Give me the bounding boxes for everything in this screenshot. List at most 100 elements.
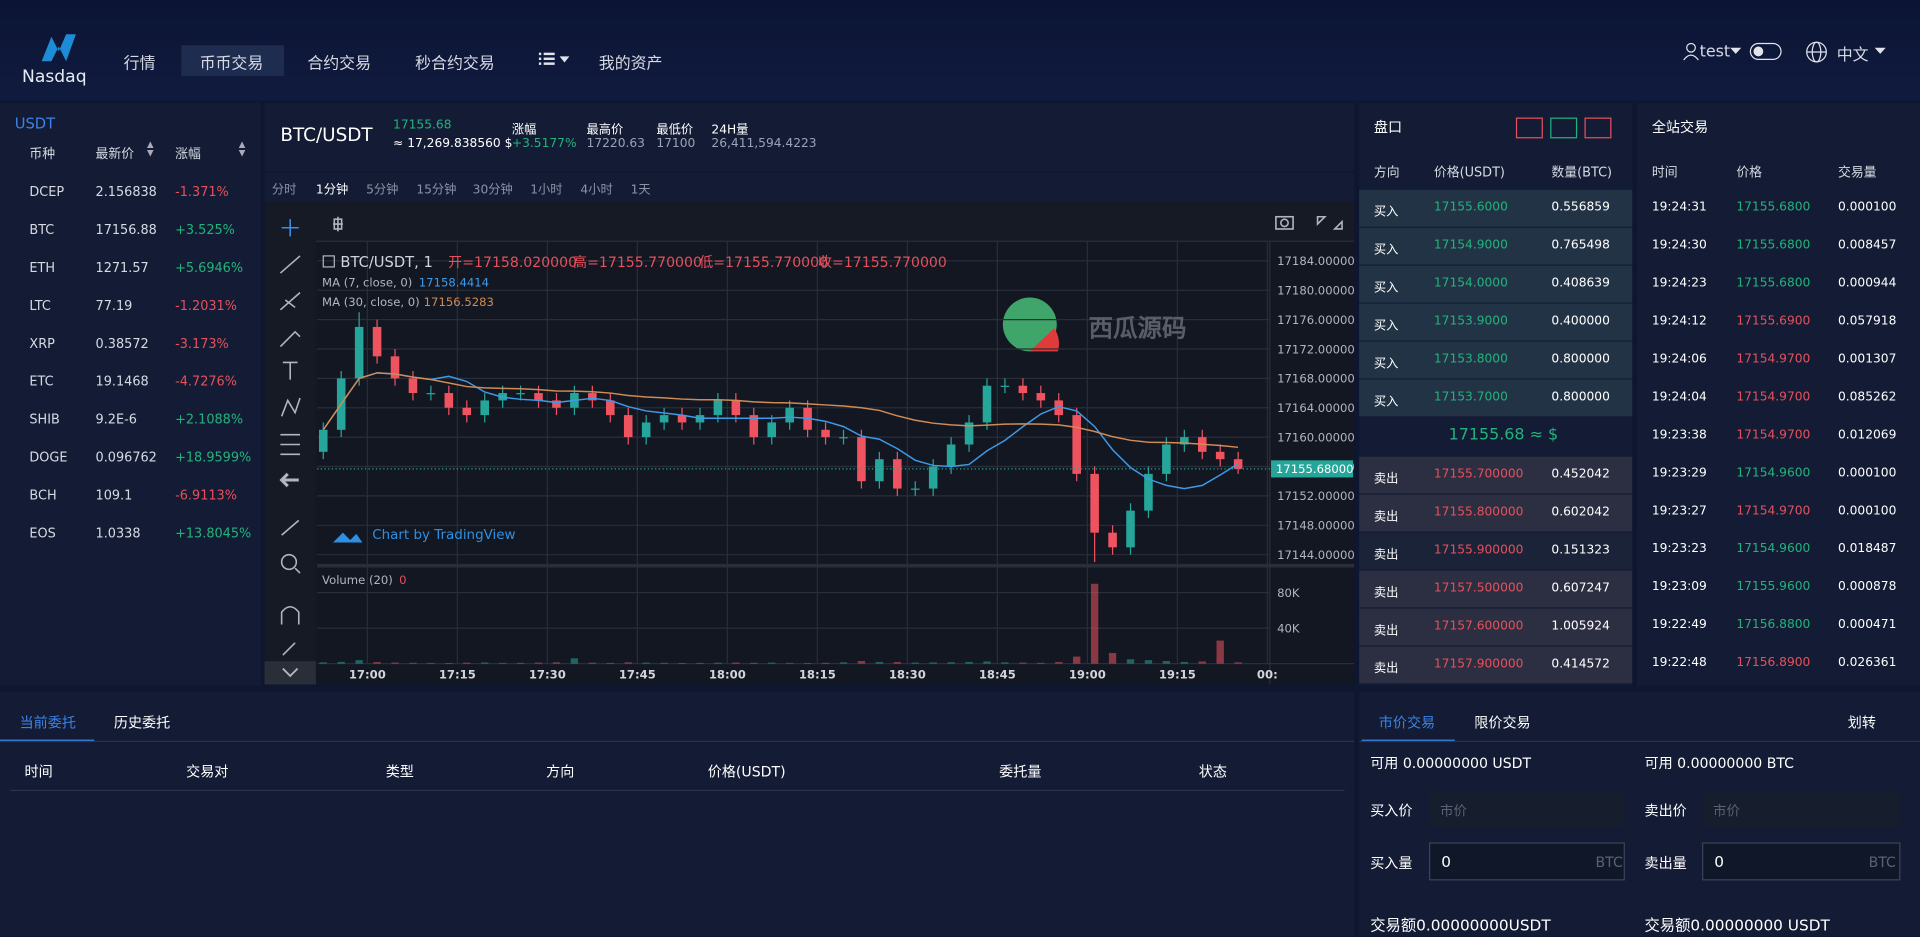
- form-tab[interactable]: 市价交易: [1378, 713, 1436, 732]
- interval[interactable]: 1分钟: [315, 183, 349, 198]
- market-cell[interactable]: -3.173%: [175, 336, 229, 352]
- market-cell[interactable]: XRP: [29, 336, 55, 352]
- order-tab[interactable]: 历史委托: [113, 713, 171, 732]
- bid-cell[interactable]: 0.400000: [1551, 314, 1610, 329]
- bid-cell[interactable]: 17153.7000: [1433, 390, 1508, 405]
- ask-cell[interactable]: 0.602042: [1551, 505, 1610, 520]
- watermark-icon: [1002, 297, 1057, 352]
- market-cell[interactable]: 0.096762: [95, 450, 157, 466]
- bid-cell[interactable]: 0.765498: [1551, 238, 1610, 253]
- interval[interactable]: 4小时: [580, 183, 613, 198]
- user-name[interactable]: test: [1699, 42, 1731, 62]
- nav-item[interactable]: 我的资产: [598, 55, 663, 74]
- bid-cell[interactable]: 买入: [1373, 243, 1399, 258]
- view-toggle[interactable]: [1515, 117, 1543, 139]
- market-cell[interactable]: -6.9113%: [175, 488, 237, 504]
- bid-cell[interactable]: 买入: [1373, 357, 1399, 372]
- sell-price-input[interactable]: [1702, 791, 1901, 828]
- ask-cell[interactable]: 1.005924: [1551, 619, 1610, 634]
- nav-item[interactable]: 行情: [123, 55, 156, 74]
- market-cell[interactable]: 1271.57: [95, 260, 149, 276]
- quote-tab[interactable]: USDT: [14, 115, 56, 133]
- nav-item[interactable]: 合约交易: [307, 55, 372, 74]
- interval[interactable]: 1小时: [530, 183, 563, 198]
- bid-cell[interactable]: 0.800000: [1551, 352, 1610, 367]
- trade-price: 17155.6800: [1736, 200, 1811, 215]
- ask-cell[interactable]: 0.607247: [1551, 581, 1610, 596]
- ask-cell[interactable]: 17157.900000: [1433, 657, 1524, 672]
- market-cell[interactable]: +5.6946%: [175, 260, 244, 276]
- market-cell[interactable]: EOS: [29, 526, 56, 542]
- market-cell[interactable]: BTC: [29, 222, 55, 238]
- bid-cell[interactable]: 17154.9000: [1433, 238, 1508, 253]
- bid-cell[interactable]: 17155.6000: [1433, 200, 1508, 215]
- ask-cell[interactable]: 0.151323: [1551, 543, 1610, 558]
- bid-cell[interactable]: 0.408639: [1551, 276, 1610, 291]
- theme-toggle[interactable]: [1749, 42, 1782, 61]
- ask-cell[interactable]: 卖出: [1373, 662, 1399, 676]
- market-cell[interactable]: -1.371%: [175, 184, 229, 200]
- market-cell[interactable]: +3.525%: [175, 222, 235, 238]
- ask-cell[interactable]: 卖出: [1373, 624, 1399, 638]
- form-tab[interactable]: 限价交易: [1474, 713, 1531, 732]
- bid-cell[interactable]: 17153.9000: [1433, 314, 1508, 329]
- market-cell[interactable]: +13.8045%: [175, 526, 252, 542]
- bid-cell[interactable]: 买入: [1373, 281, 1399, 296]
- bid-cell[interactable]: 买入: [1373, 395, 1399, 409]
- interval[interactable]: 5分钟: [366, 183, 399, 198]
- market-cell[interactable]: 9.2E-6: [95, 412, 137, 428]
- view-toggle[interactable]: [1584, 117, 1612, 139]
- market-cell[interactable]: 17156.88: [95, 222, 157, 238]
- nav-item[interactable]: 币币交易: [199, 55, 264, 74]
- ask-cell[interactable]: 卖出: [1373, 548, 1399, 563]
- market-cell[interactable]: 19.1468: [95, 374, 149, 390]
- ask-cell[interactable]: 17157.500000: [1433, 581, 1524, 596]
- sell-amount-input[interactable]: [1702, 842, 1901, 881]
- bid-cell[interactable]: 17153.8000: [1433, 352, 1508, 367]
- market-cell[interactable]: +2.1088%: [175, 412, 244, 428]
- ask-cell[interactable]: 17155.900000: [1433, 543, 1524, 558]
- language[interactable]: 中文: [1836, 46, 1869, 65]
- market-cell[interactable]: LTC: [29, 298, 51, 314]
- ask-cell[interactable]: 17157.600000: [1433, 619, 1524, 634]
- bid-cell[interactable]: 17154.0000: [1433, 276, 1508, 291]
- market-cell[interactable]: 1.0338: [95, 526, 141, 542]
- ask-cell[interactable]: 卖出: [1373, 586, 1399, 601]
- market-cell[interactable]: BCH: [29, 488, 57, 504]
- order-tab[interactable]: 当前委托: [19, 713, 76, 732]
- bid-cell[interactable]: 0.800000: [1551, 390, 1610, 405]
- nav-item[interactable]: 秒合约交易: [415, 55, 495, 74]
- market-cell[interactable]: 77.19: [95, 298, 133, 314]
- volume-bar: [875, 661, 884, 664]
- interval[interactable]: 30分钟: [472, 183, 513, 198]
- market-cell[interactable]: 0.38572: [95, 336, 149, 352]
- transfer[interactable]: 划转: [1847, 713, 1876, 732]
- interval[interactable]: 1天: [630, 183, 651, 198]
- bid-cell[interactable]: 买入: [1373, 319, 1399, 334]
- menu-icon[interactable]: [538, 51, 573, 68]
- market-cell[interactable]: -4.7276%: [175, 374, 237, 390]
- ask-cell[interactable]: 卖出: [1373, 472, 1399, 487]
- market-cell[interactable]: 2.156838: [95, 184, 157, 200]
- interval[interactable]: 分时: [271, 183, 297, 198]
- ask-cell[interactable]: 卖出: [1373, 510, 1399, 525]
- buy-price-input[interactable]: [1428, 791, 1625, 828]
- market-cell[interactable]: +18.9599%: [175, 450, 252, 466]
- ask-cell[interactable]: 0.414572: [1551, 657, 1610, 672]
- market-cell[interactable]: ETH: [29, 260, 56, 276]
- market-cell[interactable]: -1.2031%: [175, 298, 237, 314]
- market-cell[interactable]: DOGE: [29, 450, 68, 466]
- view-toggle[interactable]: [1550, 117, 1578, 139]
- ask-cell[interactable]: 17155.800000: [1433, 505, 1524, 520]
- market-cell[interactable]: DCEP: [29, 184, 65, 200]
- buy-amount-input[interactable]: [1428, 842, 1625, 881]
- ask-cell[interactable]: 17155.700000: [1433, 467, 1524, 482]
- market-cell[interactable]: SHIB: [29, 412, 60, 428]
- interval[interactable]: 15分钟: [416, 183, 457, 198]
- market-cell[interactable]: ETC: [29, 374, 54, 390]
- market-cell[interactable]: 109.1: [95, 488, 133, 504]
- bid-cell[interactable]: 0.556859: [1551, 200, 1610, 215]
- ask-cell[interactable]: 0.452042: [1551, 467, 1610, 482]
- time-label: 17:30: [529, 667, 566, 681]
- bid-cell[interactable]: 买入: [1373, 205, 1399, 220]
